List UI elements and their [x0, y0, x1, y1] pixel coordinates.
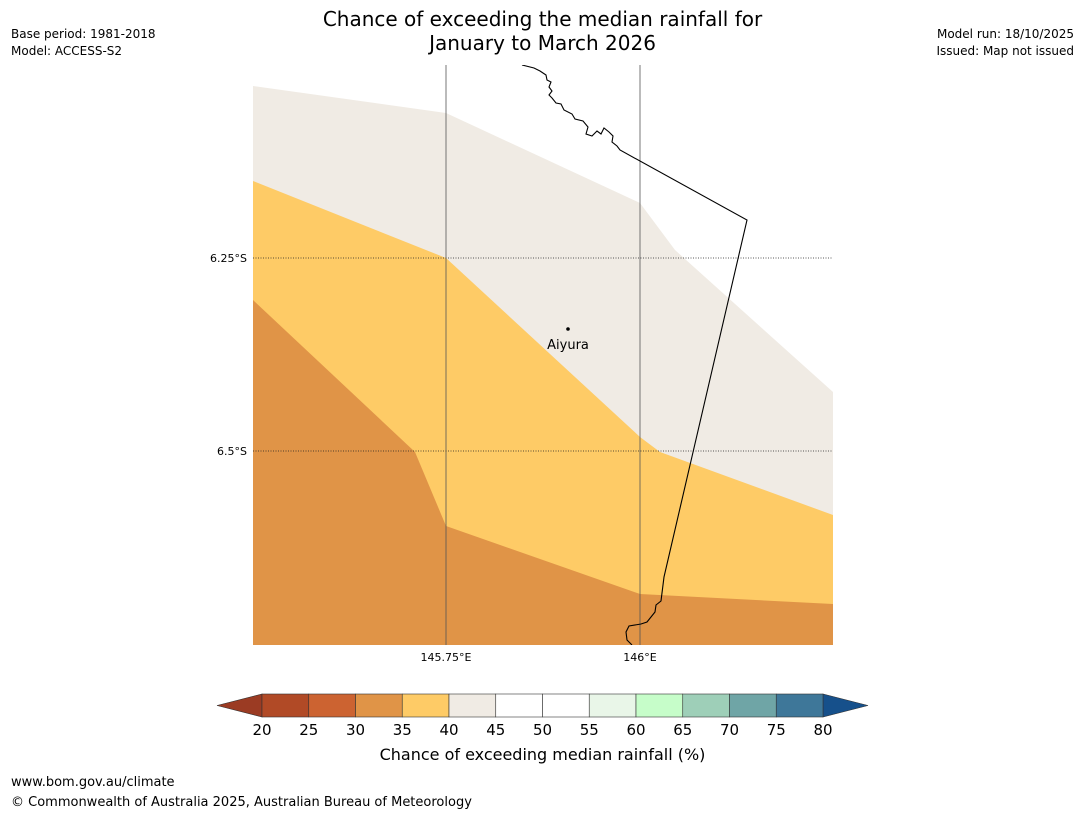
colorbar-tick-label: 45	[486, 721, 505, 739]
colorbar-segment	[682, 693, 730, 718]
issued-status: Issued: Map not issued	[936, 44, 1074, 58]
map-title: Chance of exceeding the median rainfall …	[0, 7, 1085, 55]
colorbar-title: Chance of exceeding median rainfall (%)	[379, 745, 706, 764]
colorbar: 20 25 30 35 40 45 50 55 60 65 70 75 80	[216, 693, 869, 739]
aiyura-marker	[566, 327, 570, 331]
title-line-2: January to March 2026	[429, 31, 656, 55]
colorbar-segment	[635, 693, 684, 718]
colorbar-tick-label: 75	[767, 721, 786, 739]
footer-copyright: © Commonwealth of Australia 2025, Austra…	[11, 795, 472, 810]
colorbar-segment	[495, 693, 543, 718]
colorbar-segment	[775, 693, 824, 718]
place-label-aiyura: Aiyura	[547, 338, 589, 353]
lon-label-146: 146°E	[623, 651, 656, 664]
colorbar-tick-label: 80	[813, 721, 832, 739]
colorbar-segment	[448, 693, 497, 718]
colorbar-tick-label: 65	[673, 721, 692, 739]
colorbar-segment	[261, 693, 310, 718]
colorbar-segment	[542, 693, 590, 718]
colorbar-tick-label: 30	[346, 721, 365, 739]
meta-left: Base period: 1981-2018 Model: ACCESS-S2	[11, 26, 156, 60]
model-run: Model run: 18/10/2025	[936, 27, 1074, 41]
model-name: Model: ACCESS-S2	[11, 44, 123, 58]
base-period: Base period: 1981-2018	[11, 27, 156, 41]
title-line-1: Chance of exceeding the median rainfall …	[322, 7, 763, 31]
colorbar-segment	[729, 693, 777, 718]
footer-url: www.bom.gov.au/climate	[11, 775, 175, 790]
colorbar-segment	[308, 693, 356, 718]
colorbar-tick-label: 35	[393, 721, 412, 739]
colorbar-tick-label: 50	[533, 721, 552, 739]
colorbar-extend-low	[216, 693, 263, 718]
lat-label-6-5: 6.5°S	[217, 445, 247, 458]
colorbar-tick-label: 60	[626, 721, 645, 739]
meta-right: Model run: 18/10/2025 Issued: Map not is…	[936, 26, 1074, 60]
colorbar-tick-label: 20	[252, 721, 271, 739]
map-area	[253, 65, 833, 645]
colorbar-tick-label: 70	[720, 721, 739, 739]
zone-30-35	[253, 300, 833, 645]
lon-label-145-75: 145.75°E	[421, 651, 472, 664]
colorbar-tick-label: 55	[580, 721, 599, 739]
colorbar-extend-high	[822, 693, 869, 718]
colorbar-tick-label: 25	[299, 721, 318, 739]
lat-label-6-25: 6.25°S	[210, 252, 247, 265]
colorbar-segment	[355, 693, 403, 718]
colorbar-segment	[588, 693, 637, 718]
colorbar-tick-label: 40	[439, 721, 458, 739]
province-boundary-line	[521, 65, 748, 645]
colorbar-segment	[401, 693, 450, 718]
